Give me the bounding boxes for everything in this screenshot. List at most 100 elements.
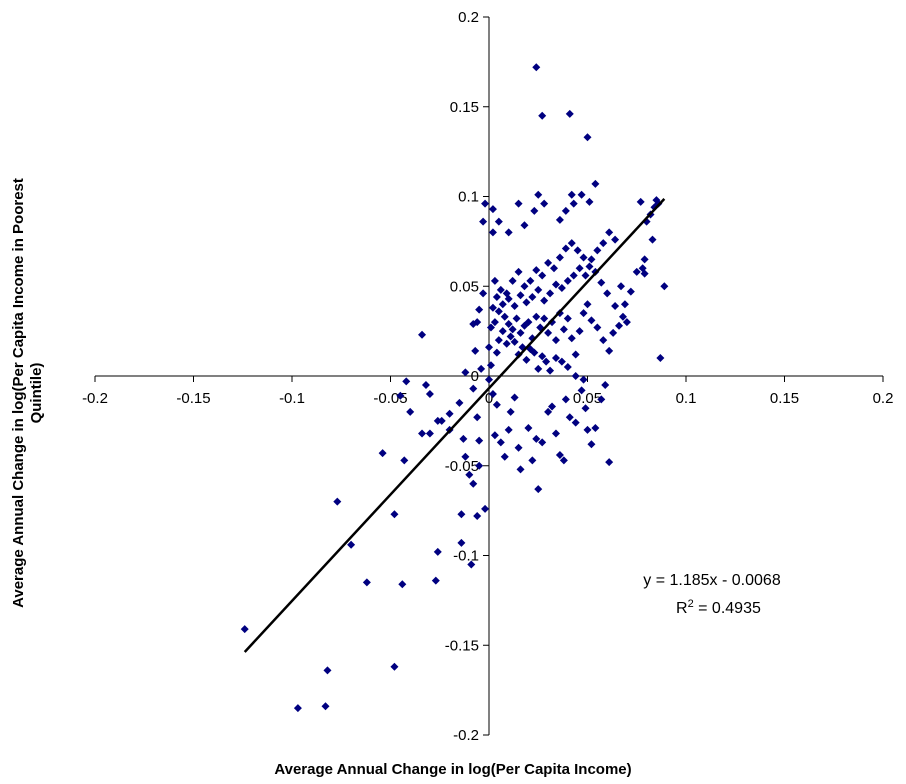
data-point — [542, 357, 551, 366]
data-point — [488, 205, 497, 214]
x-tick-label: -0.05 — [373, 390, 407, 407]
data-point — [504, 294, 513, 303]
data-point — [520, 221, 529, 230]
data-point — [555, 253, 564, 262]
data-point — [581, 271, 590, 280]
data-point — [418, 330, 427, 339]
r-squared-prefix: R — [676, 600, 688, 617]
data-point — [510, 337, 519, 346]
data-point — [400, 456, 409, 465]
data-point — [587, 316, 596, 325]
data-point — [323, 666, 332, 675]
data-point — [544, 407, 553, 416]
data-point — [522, 298, 531, 307]
data-point — [593, 323, 602, 332]
data-point — [622, 318, 631, 327]
data-point — [534, 364, 543, 373]
data-point — [565, 413, 574, 422]
data-point — [506, 332, 515, 341]
data-point — [551, 354, 560, 363]
data-point — [477, 364, 486, 373]
data-point — [532, 312, 541, 321]
data-point — [510, 301, 519, 310]
data-point — [538, 438, 547, 447]
data-point — [585, 197, 594, 206]
data-point — [488, 228, 497, 237]
data-point — [516, 291, 525, 300]
data-point — [591, 424, 600, 433]
data-point — [616, 282, 625, 291]
data-point — [599, 239, 608, 248]
data-point — [555, 450, 564, 459]
x-tick-label: -0.15 — [176, 390, 210, 407]
data-point — [492, 400, 501, 409]
data-point — [488, 303, 497, 312]
data-point — [532, 63, 541, 72]
data-point — [587, 255, 596, 264]
data-point — [563, 314, 572, 323]
data-point — [593, 246, 602, 255]
data-point — [530, 206, 539, 215]
data-point — [565, 109, 574, 118]
data-point — [425, 429, 434, 438]
trendline — [243, 198, 666, 653]
r-squared-superscript: 2 — [688, 598, 694, 610]
data-point — [534, 485, 543, 494]
data-point — [486, 361, 495, 370]
data-point — [611, 301, 620, 310]
data-point — [579, 309, 588, 318]
data-point — [467, 560, 476, 569]
data-point — [599, 336, 608, 345]
data-point — [398, 580, 407, 589]
x-ticks: -0.2 -0.15 -0.1 -0.05 0 0.05 0.1 0.15 0.2 — [82, 376, 893, 407]
data-point — [609, 328, 618, 337]
data-point — [569, 271, 578, 280]
data-point — [473, 512, 482, 521]
r-squared-value: = 0.4935 — [694, 600, 761, 617]
data-points — [240, 63, 669, 713]
data-point — [605, 228, 614, 237]
data-point — [626, 287, 635, 296]
data-point — [571, 372, 580, 380]
data-point — [526, 276, 535, 285]
data-point — [445, 409, 454, 418]
data-point — [494, 217, 503, 226]
data-point — [488, 389, 497, 398]
data-point — [492, 293, 501, 302]
data-point — [583, 425, 592, 434]
data-point — [571, 350, 580, 359]
data-point — [406, 407, 415, 416]
data-point — [540, 199, 549, 208]
y-tick-label: -0.2 — [453, 727, 479, 744]
data-point — [660, 282, 669, 291]
data-point — [490, 431, 499, 440]
data-point — [567, 334, 576, 343]
data-point — [559, 325, 568, 334]
data-point — [378, 449, 387, 458]
data-point — [504, 228, 513, 237]
data-point — [528, 293, 537, 302]
data-point — [490, 276, 499, 285]
data-point — [548, 402, 557, 411]
data-point — [557, 357, 566, 366]
data-point — [557, 284, 566, 293]
data-point — [485, 343, 493, 352]
data-point — [603, 289, 612, 298]
data-point — [498, 300, 507, 309]
data-point — [540, 314, 549, 323]
data-point — [485, 375, 493, 384]
x-tick-label: -0.1 — [279, 390, 305, 407]
x-tick-label: 0.2 — [873, 390, 894, 407]
data-point — [563, 276, 572, 285]
data-point — [534, 190, 543, 199]
data-point — [546, 289, 555, 298]
data-point — [548, 318, 557, 327]
data-point — [561, 206, 570, 215]
data-point — [425, 389, 434, 398]
data-point — [636, 197, 645, 206]
data-point — [469, 479, 478, 488]
data-point — [567, 239, 576, 248]
data-point — [504, 425, 513, 434]
data-point — [347, 540, 356, 549]
